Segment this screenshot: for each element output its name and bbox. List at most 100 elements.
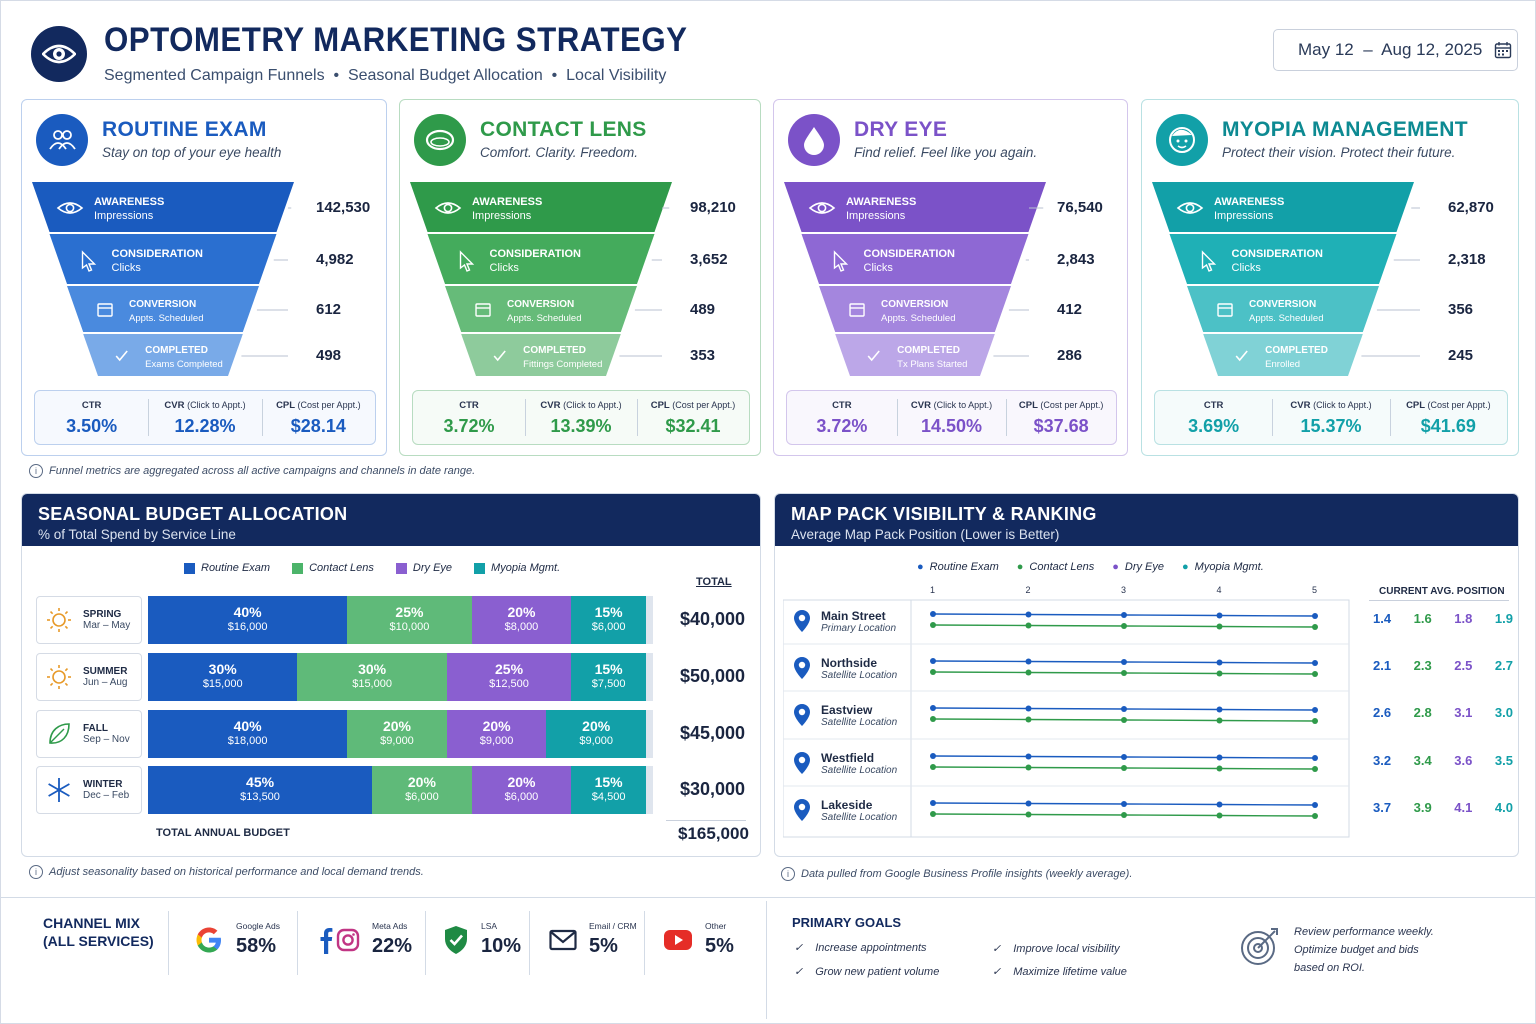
stage-sub: Impressions xyxy=(94,210,154,222)
position-value: 1.9 xyxy=(1494,611,1513,626)
position-value: 2.7 xyxy=(1494,658,1513,673)
stage-sub: Clicks xyxy=(1232,262,1262,274)
stage-value: 612 xyxy=(316,301,342,318)
lens-icon xyxy=(414,114,466,166)
axis-tick-label: 5 xyxy=(1312,585,1317,595)
axis-tick-label: 2 xyxy=(1026,585,1031,595)
rank-point xyxy=(1121,612,1127,618)
budget-segment: 25% $10,000 xyxy=(347,596,472,644)
channel-other: Other 5% xyxy=(663,921,734,958)
channel-lsa: LSA 10% xyxy=(443,921,521,958)
snowflake-icon xyxy=(48,778,70,802)
stage-sub: Appts. Scheduled xyxy=(1249,313,1323,324)
position-value: 4.0 xyxy=(1494,800,1513,815)
stage-value: 62,870 xyxy=(1448,199,1494,216)
funnel-stage-awareness xyxy=(410,182,672,232)
budget-segment: 30% $15,000 xyxy=(297,653,447,701)
location-lakeside: Lakeside Satellite Location xyxy=(783,787,911,833)
stage-icon xyxy=(81,250,97,272)
map-title: MAP PACK VISIBILITY & RANKING xyxy=(791,504,1097,524)
mail-icon xyxy=(549,929,577,950)
stage-sub: Appts. Scheduled xyxy=(507,313,581,324)
page-title: OPTOMETRY MARKETING STRATEGY xyxy=(104,21,688,59)
position-value: 3.2 xyxy=(1373,753,1392,768)
rank-point xyxy=(930,753,936,759)
total-header: TOTAL xyxy=(696,576,732,588)
annual-budget-label: TOTAL ANNUAL BUDGET xyxy=(156,827,290,839)
card-title: MYOPIA MANAGEMENT xyxy=(1222,118,1468,141)
card-tagline: Find relief. Feel like you again. xyxy=(854,145,1038,160)
date-range-picker[interactable]: May 12 – Aug 12, 2025 xyxy=(1273,29,1518,71)
sun-icon xyxy=(47,608,71,632)
seasonal-budget-panel: SEASONAL BUDGET ALLOCATION % of Total Spe… xyxy=(21,493,761,857)
drop-icon xyxy=(788,114,840,166)
budget-segment: 15% $7,500 xyxy=(571,653,646,701)
position-value: 2.1 xyxy=(1373,658,1392,673)
stage-icon xyxy=(833,250,849,272)
season-label: WINTER Dec – Feb xyxy=(36,766,142,814)
funnel-chart: AWARENESS Impressions CONSIDERATION Clicks C… xyxy=(1152,182,1420,376)
stage-icon xyxy=(849,303,865,317)
metrics-row: CTR 3.50% CVR (Click to Appt.) 12.28% CPL … xyxy=(34,390,376,445)
funnel-stage-awareness xyxy=(1152,182,1414,232)
cvr-metric: CVR (Click to Appt.) 12.28% xyxy=(148,391,261,444)
rank-point xyxy=(1025,716,1032,723)
pin-icon: ● xyxy=(1112,561,1119,573)
axis-tick-label: 4 xyxy=(1217,585,1222,595)
rank-point xyxy=(1025,800,1032,807)
rank-point xyxy=(1312,766,1318,772)
stage-sub: Impressions xyxy=(1214,210,1274,222)
map-subtitle: Average Map Pack Position (Lower is Bett… xyxy=(791,527,1060,542)
funnel-stage-completed xyxy=(835,334,995,376)
pin-icon: ● xyxy=(917,561,924,573)
position-value: 2.6 xyxy=(1373,705,1392,720)
axis-tick-label: 1 xyxy=(930,585,935,595)
check-icon: ✓ xyxy=(992,966,1002,978)
funnel-stage-conversion xyxy=(819,286,1011,332)
season-row-spring: SPRING Mar – May 40% $16,000 25% $10,000 20% $… xyxy=(36,596,745,644)
stage-name: COMPLETED xyxy=(897,345,960,356)
youtube-icon xyxy=(664,929,692,950)
stage-value: 498 xyxy=(316,347,342,364)
map-legend: ● Routine Exam ● Contact Lens ● Dry Eye ● My… xyxy=(917,561,1264,573)
cvr-metric: CVR (Click to Appt.) 15.37% xyxy=(1272,391,1389,444)
pin-icon: ● xyxy=(1182,561,1189,573)
stage-sub: Tx Plans Started xyxy=(897,359,967,370)
metrics-row: CTR 3.72% CVR (Click to Appt.) 13.39% CPL … xyxy=(412,390,750,445)
card-title: ROUTINE EXAM xyxy=(102,118,267,141)
channel-email-crm: Email / CRM 5% xyxy=(549,921,637,958)
rank-point xyxy=(1121,717,1127,723)
stage-value: 489 xyxy=(690,301,716,318)
budget-subtitle: % of Total Spend by Service Line xyxy=(38,527,236,542)
facebook-instagram-icon xyxy=(320,927,360,954)
leaf-icon xyxy=(49,723,70,744)
funnel-note: i Funnel metrics are aggregated across al… xyxy=(29,464,475,478)
stage-icon xyxy=(1176,202,1204,214)
rank-point xyxy=(1025,658,1032,665)
stage-value: 353 xyxy=(690,347,716,364)
rank-point xyxy=(1312,755,1318,761)
funnel-stage-awareness xyxy=(784,182,1046,232)
map-pin-icon xyxy=(794,799,810,821)
map-pack-panel: MAP PACK VISIBILITY & RANKING Average Map… xyxy=(774,493,1519,857)
budget-title: SEASONAL BUDGET ALLOCATION xyxy=(38,504,348,524)
stage-sub: Fittings Completed xyxy=(523,359,602,370)
stage-icon xyxy=(808,202,836,214)
stage-icon xyxy=(434,202,462,214)
budget-segment: 20% $9,000 xyxy=(347,710,447,758)
current-positions: 2.1 2.3 2.5 2.7 xyxy=(1373,658,1513,673)
stage-icon xyxy=(867,350,880,362)
season-row-winter: WINTER Dec – Feb 45% $13,500 20% $6,000 20% $6… xyxy=(36,766,745,814)
stage-name: AWARENESS xyxy=(94,196,164,208)
legend-routine: Routine Exam xyxy=(184,562,270,574)
rank-point xyxy=(1312,671,1318,677)
rank-point xyxy=(1121,659,1127,665)
stage-name: COMPLETED xyxy=(145,345,208,356)
metrics-row: CTR 3.69% CVR (Click to Appt.) 15.37% CPL … xyxy=(1154,390,1508,445)
stage-name: CONVERSION xyxy=(881,299,948,310)
budget-segment: 15% $6,000 xyxy=(571,596,646,644)
funnel-stage-consideration xyxy=(49,234,277,284)
rank-point xyxy=(1121,801,1127,807)
rank-point xyxy=(1025,611,1032,618)
location-eastview: Eastview Satellite Location xyxy=(783,692,911,738)
